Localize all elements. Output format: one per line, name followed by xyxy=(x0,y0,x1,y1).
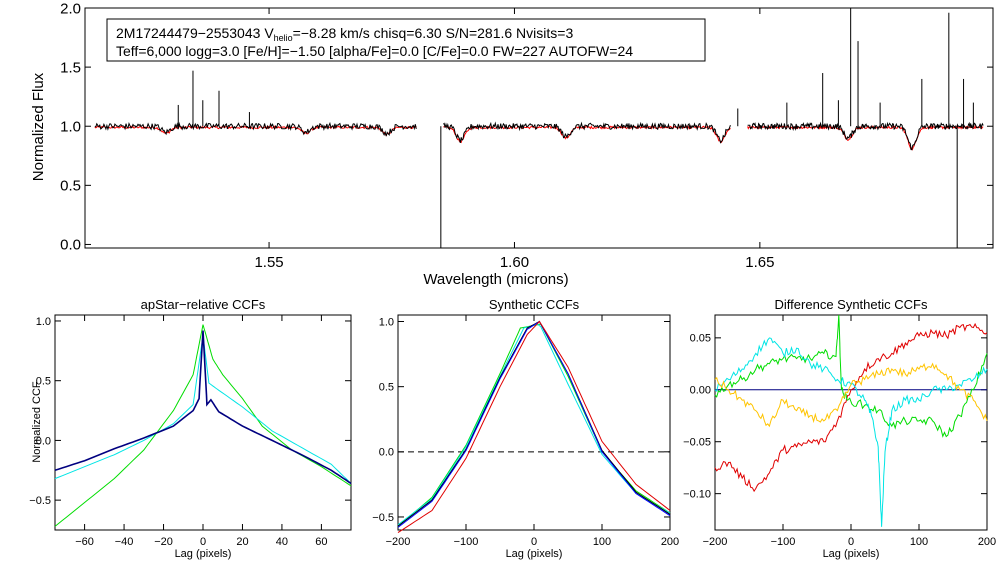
spectrum-observed-chip-1 xyxy=(94,121,417,137)
synthetic-series-black xyxy=(397,320,671,527)
spectrum-panel: Wavelength (microns) Normalized Flux 1.5… xyxy=(30,0,994,288)
apstar-ylabel: Normalized CCF xyxy=(31,381,43,463)
spectrum-ytick-label: 1.5 xyxy=(60,59,81,76)
synthetic-xtick-label: −100 xyxy=(454,536,479,548)
apstar-xtick-label: −20 xyxy=(154,536,173,548)
vhelio-subscript: helio xyxy=(274,33,293,43)
synthetic-xtick-label: 0 xyxy=(531,536,537,548)
synthetic-series-blue xyxy=(397,320,671,528)
spectrum-model-chip-3 xyxy=(747,124,984,151)
difference-series-red xyxy=(714,322,988,493)
difference-xtick-label: −100 xyxy=(771,536,796,548)
synthetic-xtick-label: 100 xyxy=(593,536,611,548)
spectrum-xtick-label: 1.55 xyxy=(254,254,283,271)
apstar-xtick-label: 20 xyxy=(236,536,248,548)
info-box-frame xyxy=(106,18,706,62)
difference-xtick-label: 0 xyxy=(848,536,854,548)
difference-ytick-label: 0.00 xyxy=(690,385,711,397)
apstar-xtick-label: 40 xyxy=(276,536,288,548)
apstar-series-cyan xyxy=(54,335,352,484)
difference-xlabel: Lag (pixels) xyxy=(823,548,880,560)
spectrum-observed-chip-3 xyxy=(747,121,984,151)
difference-xtick-label: 200 xyxy=(978,536,996,548)
apstar-ytick-label: −0.5 xyxy=(29,495,51,507)
spectrum-model-chip-1 xyxy=(94,125,417,137)
spectrum-xtick-label: 1.65 xyxy=(745,254,774,271)
apstar-axes-frame xyxy=(54,314,352,531)
star-id: 2M17244479−2553043 xyxy=(116,25,261,41)
synthetic-ccf-panel: Synthetic CCFs Lag (pixels) −200 −100 0 100… xyxy=(372,297,679,560)
synthetic-xtick-label: 200 xyxy=(661,536,679,548)
spectrum-info-box: 2M17244479−2553043 Vhelio=−8.28 km/s chi… xyxy=(106,18,706,62)
apstar-xtick-label: 0 xyxy=(200,536,206,548)
info-line-1: 2M17244479−2553043 Vhelio=−8.28 km/s chi… xyxy=(116,25,573,43)
info-stats: chisq=6.30 S/N=281.6 Nvisits=3 xyxy=(370,25,574,41)
synthetic-title: Synthetic CCFs xyxy=(489,297,580,312)
apstar-xtick-label: −40 xyxy=(115,536,134,548)
apstar-title: apStar−relative CCFs xyxy=(141,297,266,312)
synthetic-series-cyan xyxy=(397,323,671,526)
difference-series-cyan xyxy=(714,337,988,527)
synthetic-series-red xyxy=(397,320,671,534)
difference-ytick-label: −0.05 xyxy=(683,437,711,449)
synthetic-ytick-label: 0.5 xyxy=(379,382,394,394)
spectrum-ytick-label: 1.0 xyxy=(60,118,81,135)
apstar-ccf-panel: apStar−relative CCFs Lag (pixels) Normal… xyxy=(29,297,352,560)
apstar-series-navy xyxy=(54,330,352,485)
spectrum-xlabel: Wavelength (microns) xyxy=(423,271,568,288)
spectrum-ylabel: Normalized Flux xyxy=(30,72,47,181)
difference-ytick-label: 0.05 xyxy=(690,333,711,345)
spectrum-axes-frame xyxy=(84,7,994,249)
difference-ytick-label: −0.10 xyxy=(683,488,711,500)
spectrum-xtick-label: 1.60 xyxy=(500,254,529,271)
apstar-xtick-label: 60 xyxy=(315,536,327,548)
apstar-series-green xyxy=(54,324,352,527)
synthetic-xtick-label: −200 xyxy=(386,536,411,548)
difference-xtick-label: −200 xyxy=(703,536,728,548)
synthetic-series-green xyxy=(397,323,671,527)
apstar-xtick-label: −60 xyxy=(75,536,94,548)
difference-axes-frame xyxy=(714,314,988,531)
apstar-ytick-label: 0.0 xyxy=(36,435,51,447)
spectrum-ytick-label: 0.0 xyxy=(60,237,81,254)
difference-series-orange xyxy=(714,362,988,428)
synthetic-ytick-label: 0.0 xyxy=(379,447,394,459)
vhelio-value: =−8.28 km/s xyxy=(293,25,370,41)
difference-ccf-panel: Difference Synthetic CCFs Lag (pixels) −… xyxy=(683,297,996,560)
difference-xtick-label: 100 xyxy=(910,536,928,548)
synthetic-axes-frame xyxy=(397,314,671,531)
synthetic-xlabel: Lag (pixels) xyxy=(506,548,563,560)
apstar-ytick-label: 0.5 xyxy=(36,376,51,388)
spectrum-ytick-label: 2.0 xyxy=(60,0,81,17)
vhelio-label: V xyxy=(264,25,274,41)
spectrum-ytick-label: 0.5 xyxy=(60,178,81,195)
spectrum-observed-chip-2 xyxy=(442,121,731,144)
apstar-ytick-label: 1.0 xyxy=(36,316,51,328)
difference-series-green xyxy=(714,314,988,438)
apstar-xlabel: Lag (pixels) xyxy=(175,548,232,560)
info-line-2: Teff=6,000 logg=3.0 [Fe/H]=−1.50 [alpha/… xyxy=(116,43,633,59)
synthetic-ytick-label: −0.5 xyxy=(372,512,394,524)
synthetic-ytick-label: 1.0 xyxy=(379,316,394,328)
difference-title: Difference Synthetic CCFs xyxy=(775,297,928,312)
